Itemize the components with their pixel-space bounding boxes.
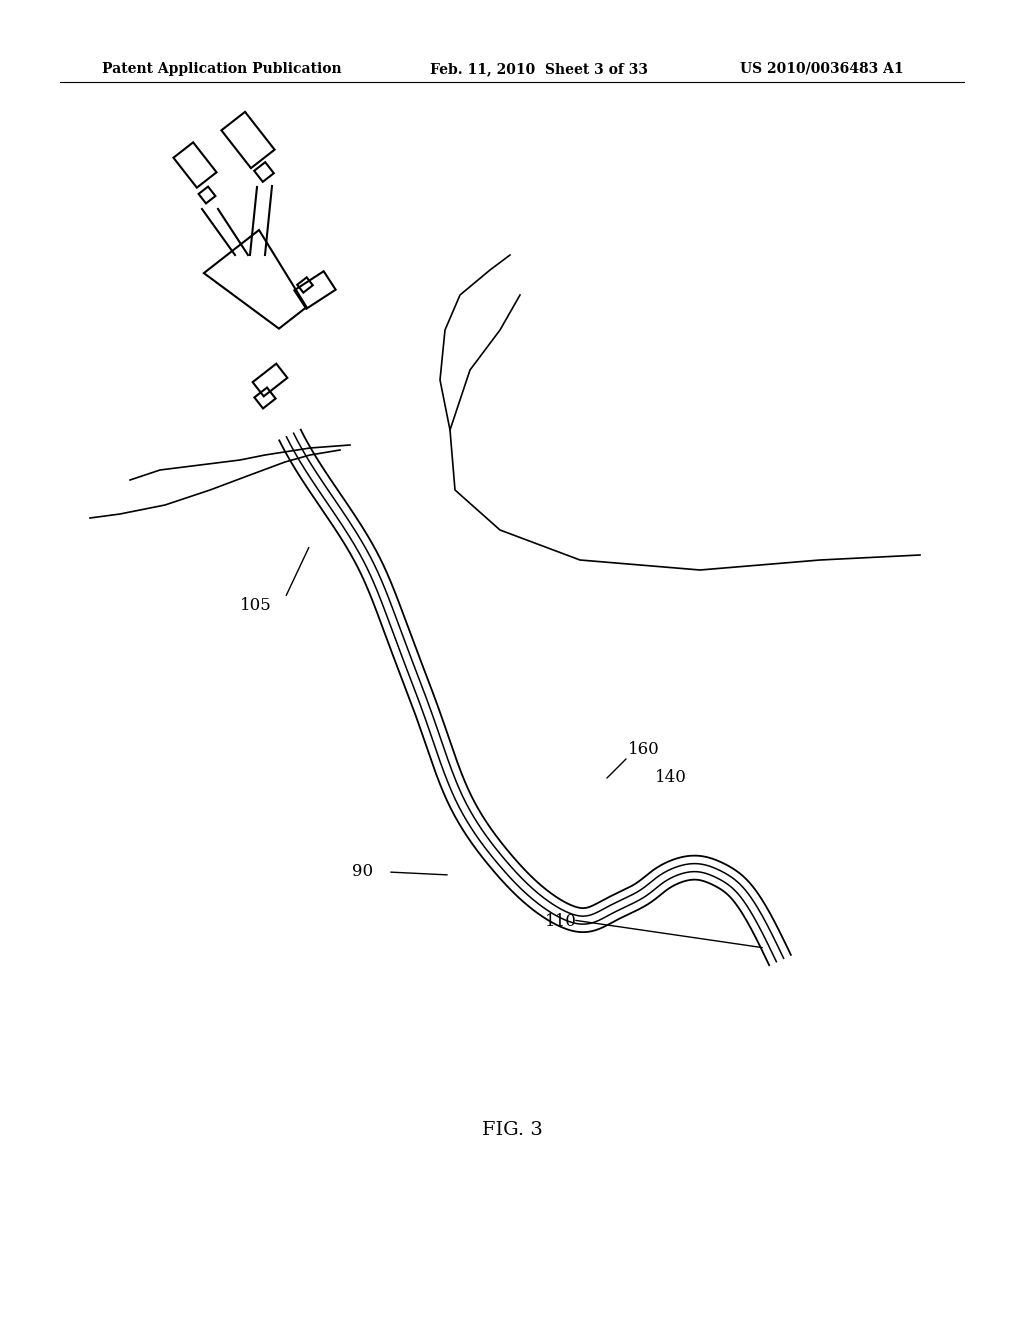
Text: FIG. 3: FIG. 3 <box>481 1121 543 1139</box>
Text: US 2010/0036483 A1: US 2010/0036483 A1 <box>740 62 903 77</box>
Text: 90: 90 <box>352 863 373 880</box>
Text: 105: 105 <box>240 597 271 614</box>
Text: 110: 110 <box>545 913 577 931</box>
Text: 160: 160 <box>628 742 659 759</box>
Text: Patent Application Publication: Patent Application Publication <box>102 62 342 77</box>
Text: Feb. 11, 2010  Sheet 3 of 33: Feb. 11, 2010 Sheet 3 of 33 <box>430 62 648 77</box>
Text: 140: 140 <box>655 770 687 787</box>
